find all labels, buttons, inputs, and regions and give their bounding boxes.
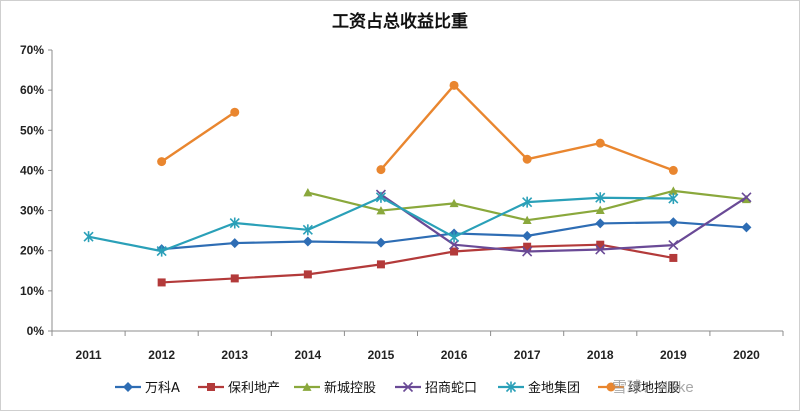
legend-label: 招商蛇口 [425,381,477,396]
y-tick-label: 40% [20,163,44,177]
star-marker [375,191,387,203]
series-3 [375,189,752,257]
star-marker [595,192,606,204]
legend-label: 绿地控股 [628,381,680,396]
legend-item: 万科A [115,381,180,396]
y-tick-label: 70% [20,43,44,57]
x-marker [448,239,460,250]
legend-item: 金地集团 [498,380,580,396]
series-4 [83,191,679,257]
circle-marker [230,107,240,117]
square-marker [230,274,239,283]
y-tick-label: 20% [20,244,44,258]
triangle-marker [449,198,459,208]
x-tick-label: 2016 [441,348,468,362]
star-marker [522,196,533,208]
circle-marker [522,154,532,164]
star-marker [156,245,167,257]
square-marker [450,247,459,256]
series-line [161,243,674,284]
legend: 万科A 保利地产 新城控股 招商蛇口 金地集团 绿地控股 [115,380,680,396]
x-tick-label: 2014 [294,348,321,362]
diamond-marker [375,237,386,248]
diamond-marker [595,218,606,229]
diamond-marker [302,236,313,247]
x-tick-label: 2017 [514,348,541,362]
square-marker [157,278,166,287]
star-marker [668,193,679,205]
square-marker [376,260,385,269]
series-line [380,193,748,253]
diamond-marker [229,238,240,249]
legend-label: 新城控股 [324,380,376,396]
legend-label: 金地集团 [528,380,580,396]
x-tick-label: 2012 [148,348,175,362]
square-marker [669,253,678,262]
y-tick-label: 60% [20,83,44,97]
series-5 [157,80,678,175]
legend-item: 新城控股 [294,380,376,396]
x-tick-label: 2011 [76,348,102,362]
x-tick-label: 2015 [368,348,395,362]
series-2 [303,186,751,225]
x-marker [741,192,752,203]
star-marker [302,224,313,236]
legend-label: 保利地产 [228,381,280,396]
axes: 0% 10% 20% 30% 40% 50% 60% 70% 2011 2012 2013 2014 2… [20,43,784,362]
star-marker [505,381,517,393]
diamond-marker [668,217,679,228]
x-marker [595,244,606,255]
y-tick-label: 0% [27,324,45,338]
square-marker [207,383,215,391]
x-marker [522,246,533,257]
y-tick-label: 30% [20,204,44,218]
x-tick-label: 2013 [221,348,248,362]
y-tick-label: 50% [20,123,44,137]
triangle-marker [741,194,751,204]
star-marker [83,231,94,243]
star-marker [229,217,240,229]
x-marker [668,240,679,251]
series-line [160,111,236,163]
circle-marker [668,165,678,175]
triangle-marker [595,205,605,214]
legend-label: 万科A [145,381,180,396]
x-tick-label: 2019 [660,348,687,362]
legend-item: 保利地产 [198,381,280,396]
square-marker [523,242,532,251]
square-marker [303,270,312,279]
triangle-marker [376,206,386,215]
diamond-marker [741,222,752,233]
chart-title: 工资占总收益比重 [332,11,468,32]
triangle-marker [302,382,312,391]
triangle-marker [668,186,678,195]
triangle-marker [522,215,532,225]
diamond-marker [522,230,533,241]
star-marker [448,231,460,243]
x-tick-label: 2018 [587,348,614,362]
legend-item: 招商蛇口 [395,381,477,396]
triangle-marker [303,188,313,197]
series-layer [83,80,752,287]
x-marker [402,381,414,393]
circle-marker [595,138,605,148]
x-tick-label: 2020 [733,348,760,362]
watermark-text: 雪球：villike [612,379,694,396]
legend-item: 绿地控股 [598,381,680,396]
series-1 [157,240,678,287]
square-marker [596,240,605,249]
circle-marker [606,382,616,392]
y-tick-label: 10% [20,284,44,298]
circle-marker [376,165,386,175]
circle-marker [157,157,167,167]
circle-marker [449,80,459,90]
diamond-marker [123,382,133,392]
